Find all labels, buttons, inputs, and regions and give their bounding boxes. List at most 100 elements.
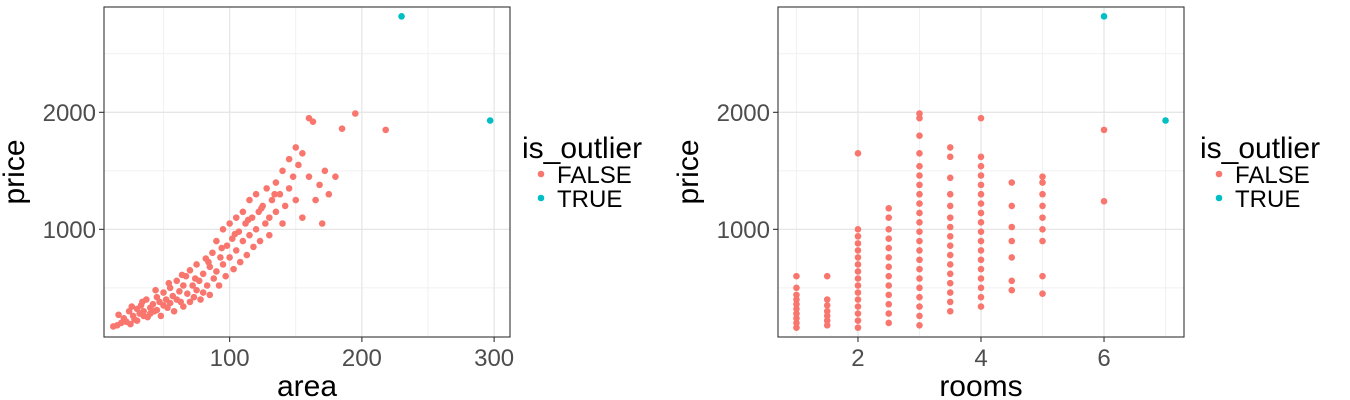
data-point: [885, 204, 893, 212]
data-point: [946, 279, 954, 287]
data-point: [854, 275, 862, 282]
data-point: [486, 117, 494, 124]
y-axis-title: price: [0, 139, 31, 204]
data-point: [1008, 179, 1016, 186]
data-point: [1008, 223, 1016, 231]
series-false: [793, 110, 1108, 331]
data-point: [916, 256, 923, 264]
data-point: [854, 289, 862, 296]
data-point: [271, 190, 278, 198]
data-point: [977, 200, 985, 207]
data-point: [1100, 126, 1108, 134]
data-point: [823, 321, 831, 329]
data-point: [916, 200, 923, 207]
data-point: [885, 310, 893, 317]
data-point: [258, 204, 265, 212]
data-point: [793, 319, 800, 327]
data-point: [854, 310, 862, 317]
data-point: [292, 196, 300, 204]
series-false: [109, 110, 389, 330]
data-point: [299, 214, 306, 221]
data-point: [193, 286, 200, 294]
data-point: [189, 282, 196, 289]
data-point: [916, 110, 923, 117]
data-point: [793, 284, 800, 292]
data-point: [226, 220, 233, 227]
data-point: [946, 153, 954, 161]
data-point: [149, 300, 157, 308]
data-point: [885, 282, 893, 289]
data-point: [218, 244, 226, 252]
data-point: [180, 282, 187, 289]
legend-key-false: [537, 170, 545, 178]
data-point: [946, 223, 954, 231]
data-point: [916, 293, 923, 301]
data-point: [854, 303, 862, 310]
y-tick-label: 2000: [43, 100, 96, 127]
data-point: [226, 254, 233, 261]
data-point: [793, 291, 800, 299]
legend-label-false: FALSE: [1235, 162, 1310, 189]
x-tick-label: 300: [474, 345, 514, 372]
data-point: [1008, 286, 1016, 294]
series-true: [398, 13, 494, 124]
data-point: [186, 266, 194, 274]
data-point: [127, 320, 134, 328]
data-point: [1039, 202, 1046, 210]
data-point: [213, 237, 220, 245]
x-tick-label: 100: [210, 345, 250, 372]
data-point: [885, 300, 893, 308]
data-point: [1039, 237, 1046, 245]
data-point: [885, 226, 893, 233]
data-point: [1008, 237, 1016, 245]
data-point: [191, 275, 199, 282]
data-point: [793, 300, 800, 308]
data-point: [823, 312, 831, 320]
data-point: [246, 231, 253, 239]
data-point: [916, 172, 923, 179]
data-point: [885, 244, 893, 252]
data-point: [793, 324, 800, 331]
data-point: [166, 299, 174, 307]
data-point: [823, 302, 831, 309]
x-axis-title: area: [277, 370, 337, 400]
y-tick-label: 1000: [43, 217, 96, 244]
data-point: [351, 110, 359, 117]
data-point: [217, 254, 224, 261]
data-point: [916, 312, 923, 320]
data-point: [823, 272, 831, 280]
data-point: [854, 317, 862, 324]
data-point: [243, 251, 251, 259]
data-point: [252, 190, 260, 198]
data-point: [173, 277, 181, 285]
data-point: [854, 254, 862, 261]
data-point: [854, 226, 862, 233]
data-point: [946, 233, 954, 240]
data-point: [1039, 226, 1046, 233]
data-point: [854, 268, 862, 275]
plot-border: [103, 6, 511, 338]
data-point: [210, 275, 218, 282]
data-point: [854, 240, 862, 247]
data-point: [289, 173, 297, 180]
data-point: [246, 196, 253, 204]
data-point: [160, 289, 167, 296]
data-point: [946, 270, 954, 278]
data-point: [316, 181, 323, 189]
data-point: [916, 321, 923, 329]
data-point: [199, 289, 207, 296]
data-point: [916, 265, 923, 273]
y-axis-title: price: [672, 139, 705, 204]
legend-label-true: TRUE: [1235, 186, 1300, 213]
data-point: [1039, 272, 1046, 280]
data-point: [1039, 214, 1046, 221]
data-point: [180, 303, 187, 310]
data-point: [854, 247, 862, 254]
data-point: [178, 271, 186, 279]
data-point: [157, 312, 165, 320]
data-point: [236, 258, 244, 266]
data-point: [885, 291, 893, 299]
x-tick-label: 4: [974, 345, 987, 372]
